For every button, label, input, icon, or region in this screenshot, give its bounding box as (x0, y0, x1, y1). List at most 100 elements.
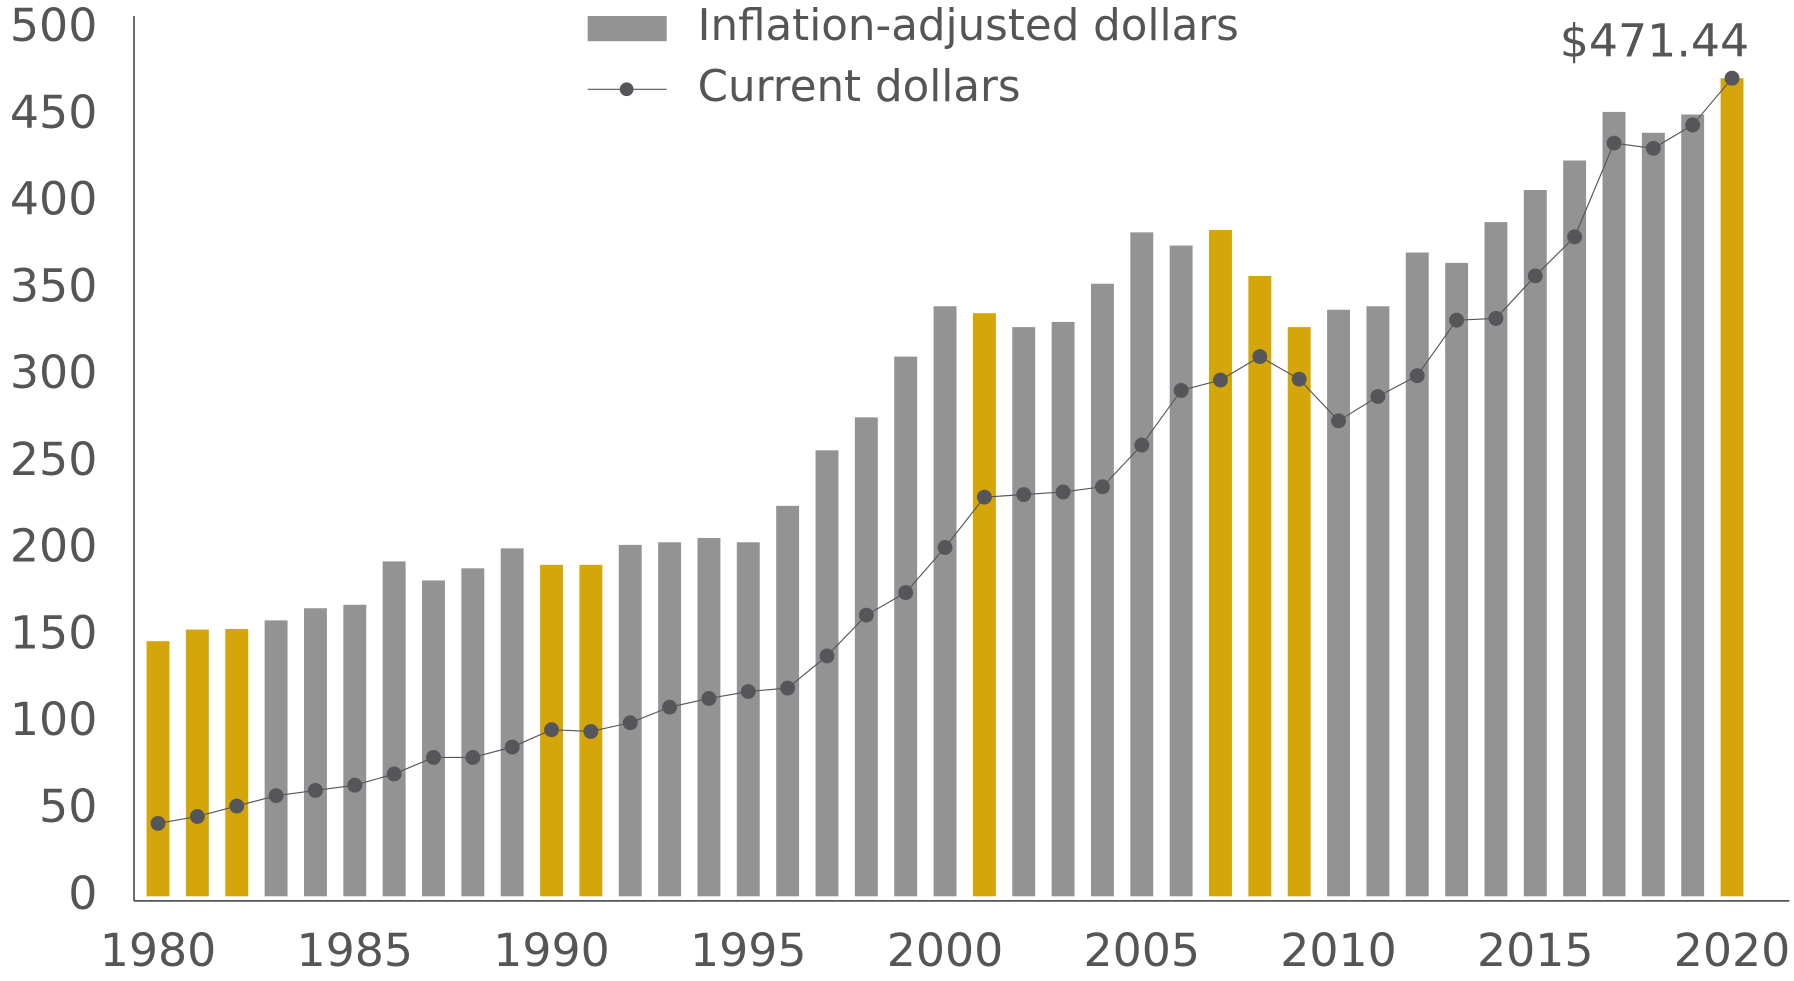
bar (1405, 252, 1429, 897)
dot (307, 782, 323, 798)
dot (229, 798, 245, 814)
y-tick-label: 400 (10, 172, 97, 226)
y-tick-label: 150 (10, 606, 97, 660)
bar (972, 313, 996, 897)
legend-label: Current dollars (698, 62, 1021, 112)
bar (303, 608, 327, 897)
dot (1488, 310, 1504, 326)
x-tick-label: 1990 (493, 923, 610, 977)
dot (1213, 372, 1228, 388)
dot (1567, 229, 1583, 245)
legend-swatch-dot (619, 82, 634, 97)
bar (1248, 275, 1272, 897)
x-tick-label: 2000 (887, 923, 1004, 977)
x-tick-label: 2015 (1477, 923, 1594, 977)
x-tick-label: 2020 (1674, 923, 1791, 977)
bar (736, 542, 760, 897)
dot (1724, 70, 1740, 86)
dot (662, 699, 678, 715)
dot (1291, 371, 1307, 387)
dot (465, 750, 481, 765)
legend-label: Inflation-adjusted dollars (698, 1, 1239, 51)
dot (819, 648, 835, 664)
y-tick-label: 50 (39, 779, 97, 833)
dot (504, 739, 520, 755)
bar (1563, 160, 1587, 897)
bar (933, 306, 957, 897)
x-tick-label: 2010 (1280, 923, 1397, 977)
dot (268, 788, 284, 804)
dot (1094, 479, 1110, 495)
bar (1012, 327, 1036, 897)
dot (780, 680, 796, 696)
x-tick-label: 1995 (690, 923, 807, 977)
bar (1130, 232, 1154, 897)
bar (461, 568, 485, 897)
y-tick-label: 300 (10, 345, 97, 399)
y-tick-label: 100 (10, 692, 97, 746)
bar (343, 604, 367, 897)
dot (583, 723, 599, 739)
x-tick-label: 1985 (296, 923, 413, 977)
bar (1327, 309, 1350, 897)
bar (1641, 132, 1665, 897)
y-tick-label: 350 (10, 258, 97, 312)
bar (1484, 222, 1508, 897)
dot (386, 766, 402, 782)
bar (1445, 262, 1469, 897)
bar (264, 620, 288, 897)
bar (185, 629, 209, 897)
dot (1527, 268, 1543, 284)
bar (854, 417, 878, 897)
dot (937, 540, 953, 555)
dot (1134, 437, 1150, 453)
bar (1366, 306, 1390, 897)
dot (1370, 389, 1386, 404)
dot (347, 777, 363, 793)
bar (422, 580, 445, 897)
dot (150, 815, 166, 831)
dot (1606, 135, 1622, 151)
dot (189, 809, 205, 824)
bar (1523, 190, 1547, 897)
dot (544, 722, 559, 738)
bar (1209, 229, 1232, 897)
dot (1449, 312, 1465, 328)
dot (858, 607, 874, 623)
dot (1685, 117, 1701, 133)
dot (976, 489, 992, 505)
dot (1331, 413, 1346, 429)
dot (701, 691, 717, 706)
dot (740, 684, 756, 699)
dot (1645, 140, 1661, 156)
dot (1173, 383, 1189, 398)
dot (1016, 487, 1032, 503)
y-tick-label: 500 (10, 0, 97, 52)
bar (1720, 78, 1744, 897)
bar (382, 561, 406, 897)
x-tick-label: 2005 (1083, 923, 1200, 977)
dot (1055, 484, 1071, 500)
bar (1287, 327, 1311, 897)
x-tick-label: 1980 (100, 923, 217, 977)
bar (776, 505, 800, 897)
bar (146, 641, 170, 897)
bar (658, 542, 682, 897)
annotation: $471.44 (1560, 13, 1749, 67)
dot (1252, 349, 1268, 365)
legend-swatch-bar (587, 16, 667, 42)
dot (1409, 368, 1425, 384)
bar (1681, 114, 1705, 897)
bar (697, 537, 721, 897)
dot (426, 750, 441, 765)
y-tick-label: 450 (10, 85, 97, 139)
y-tick-label: 200 (10, 519, 97, 573)
bar (815, 450, 839, 897)
bar (1090, 283, 1114, 897)
bar (500, 548, 524, 897)
y-tick-label: 250 (10, 432, 97, 486)
y-tick-label: 0 (68, 866, 97, 920)
dot (622, 715, 638, 731)
bar (1602, 111, 1626, 897)
